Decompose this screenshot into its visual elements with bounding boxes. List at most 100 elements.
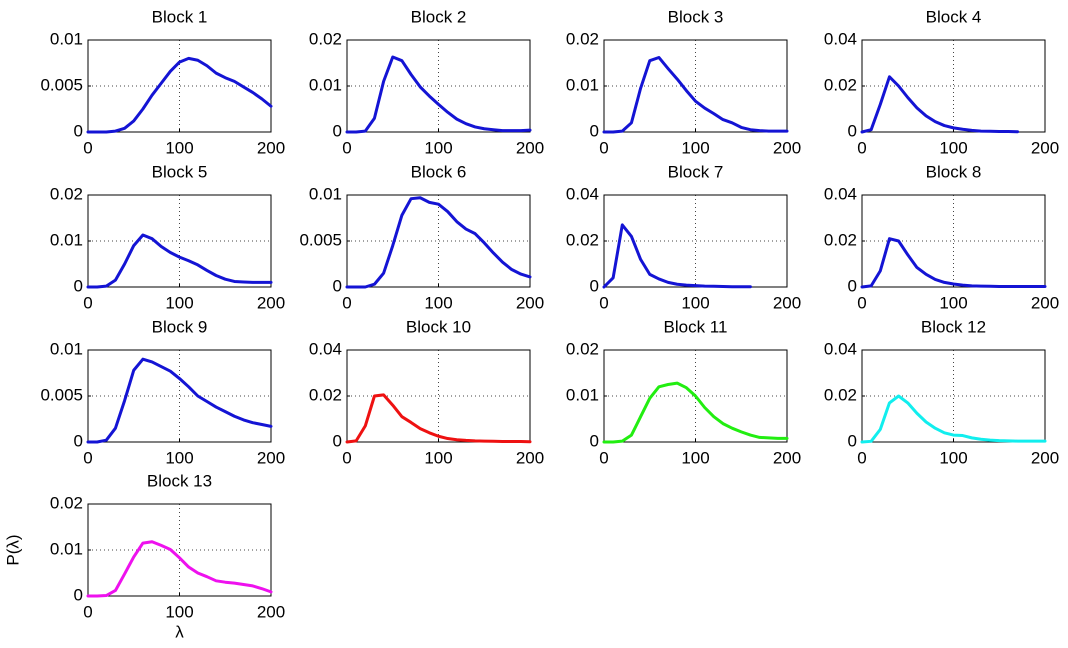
y-tick-label: 0.02 [50,184,83,203]
curve [860,237,1047,289]
x-tick-label: 100 [939,448,967,467]
axes-box [346,39,531,133]
subplot-title: Block 5 [152,162,208,181]
axes-box [861,349,1046,443]
x-tick-label: 200 [516,138,544,157]
x-tick-label: 0 [83,138,92,157]
subplot-title: Block 7 [668,162,724,181]
y-tick-label: 0.01 [309,75,342,94]
x-tick-label: 100 [681,448,709,467]
subplot-title: Block 9 [152,317,208,336]
y-tick-label: 0.04 [309,339,342,358]
curve [860,394,1047,444]
curve [345,55,532,134]
subplot-title: Block 12 [921,317,986,336]
y-tick-label: 0 [590,431,599,450]
axes-box [87,503,272,597]
x-tick-label: 0 [342,138,351,157]
x-tick-label: 100 [681,293,709,312]
y-tick-label: 0.04 [566,184,599,203]
x-axis-label: λ [175,622,184,641]
y-axis-label: P(λ) [3,534,22,565]
subplot-title: Block 10 [406,317,471,336]
x-tick-label: 0 [342,448,351,467]
x-tick-label: 200 [257,448,285,467]
y-tick-label: 0 [848,276,857,295]
y-tick-label: 0.005 [40,75,83,94]
axes-box [87,194,272,288]
curve [860,75,1020,134]
y-tick-label: 0 [74,585,83,604]
x-tick-label: 100 [165,138,193,157]
subplot-title: Block 1 [152,7,208,26]
x-tick-label: 0 [857,138,866,157]
x-tick-label: 100 [165,293,193,312]
subplot-title: Block 4 [926,7,982,26]
axes-box [861,39,1046,133]
y-tick-label: 0.04 [824,339,857,358]
y-tick-label: 0.01 [50,339,83,358]
x-tick-label: 100 [165,448,193,467]
axes-box [87,39,272,133]
x-tick-label: 200 [257,293,285,312]
x-tick-label: 200 [257,602,285,621]
x-tick-label: 100 [939,293,967,312]
subplot-title: Block 13 [147,471,212,490]
x-tick-label: 100 [424,448,452,467]
y-tick-label: 0.005 [40,385,83,404]
x-tick-label: 200 [1031,293,1059,312]
curve [345,196,532,289]
y-tick-label: 0 [590,276,599,295]
y-tick-label: 0.02 [309,385,342,404]
subplot-title: Block 6 [411,162,467,181]
axes-box [346,194,531,288]
y-tick-label: 0.02 [566,29,599,48]
x-tick-label: 100 [165,602,193,621]
x-tick-label: 200 [773,448,801,467]
y-tick-label: 0 [74,121,83,140]
axes-box [603,194,788,288]
x-tick-label: 0 [857,448,866,467]
curve [86,540,273,598]
y-tick-label: 0.01 [50,230,83,249]
curve [602,223,752,289]
y-tick-label: 0 [590,121,599,140]
y-tick-label: 0.04 [824,29,857,48]
y-tick-label: 0.02 [309,29,342,48]
x-tick-label: 200 [257,138,285,157]
y-tick-label: 0.02 [50,493,83,512]
x-tick-label: 200 [1031,138,1059,157]
axes-box [603,349,788,443]
y-tick-label: 0 [74,276,83,295]
y-tick-label: 0 [848,121,857,140]
x-tick-label: 100 [681,138,709,157]
y-tick-label: 0.02 [824,230,857,249]
x-tick-label: 0 [599,293,608,312]
subplot-title: Block 11 [664,317,728,336]
x-tick-label: 0 [599,448,608,467]
y-tick-label: 0.02 [824,75,857,94]
x-tick-label: 200 [773,293,801,312]
axes-box [861,194,1046,288]
x-tick-label: 0 [83,602,92,621]
y-tick-label: 0.005 [299,230,342,249]
curve [345,393,532,444]
curve [602,381,789,444]
y-tick-label: 0.02 [566,339,599,358]
y-tick-label: 0.04 [824,184,857,203]
y-tick-label: 0.01 [50,539,83,558]
curve [86,56,273,134]
curve [86,233,273,289]
y-tick-label: 0.01 [309,184,342,203]
subplot-title: Block 2 [411,7,467,26]
subplot-title: Block 8 [926,162,982,181]
x-tick-label: 0 [83,293,92,312]
axes-box [346,349,531,443]
axes-box [87,349,272,443]
x-tick-label: 100 [424,293,452,312]
x-tick-label: 200 [516,293,544,312]
y-tick-label: 0 [333,276,342,295]
curve [86,357,273,444]
y-tick-label: 0 [848,431,857,450]
